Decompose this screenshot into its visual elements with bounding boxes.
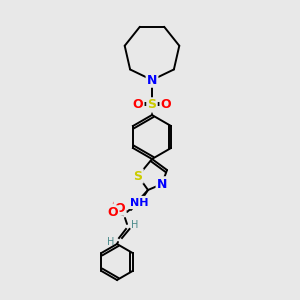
Text: NH: NH	[130, 198, 148, 208]
Text: S: S	[148, 98, 157, 112]
Text: O: O	[133, 98, 143, 112]
Text: N: N	[157, 178, 167, 190]
Text: O: O	[108, 206, 118, 220]
Text: O: O	[161, 98, 171, 112]
Text: H: H	[131, 220, 139, 230]
Text: O: O	[115, 202, 125, 214]
Text: NH: NH	[131, 197, 149, 207]
Text: H: H	[107, 237, 115, 247]
Text: N: N	[147, 74, 157, 86]
Text: S: S	[134, 169, 142, 182]
